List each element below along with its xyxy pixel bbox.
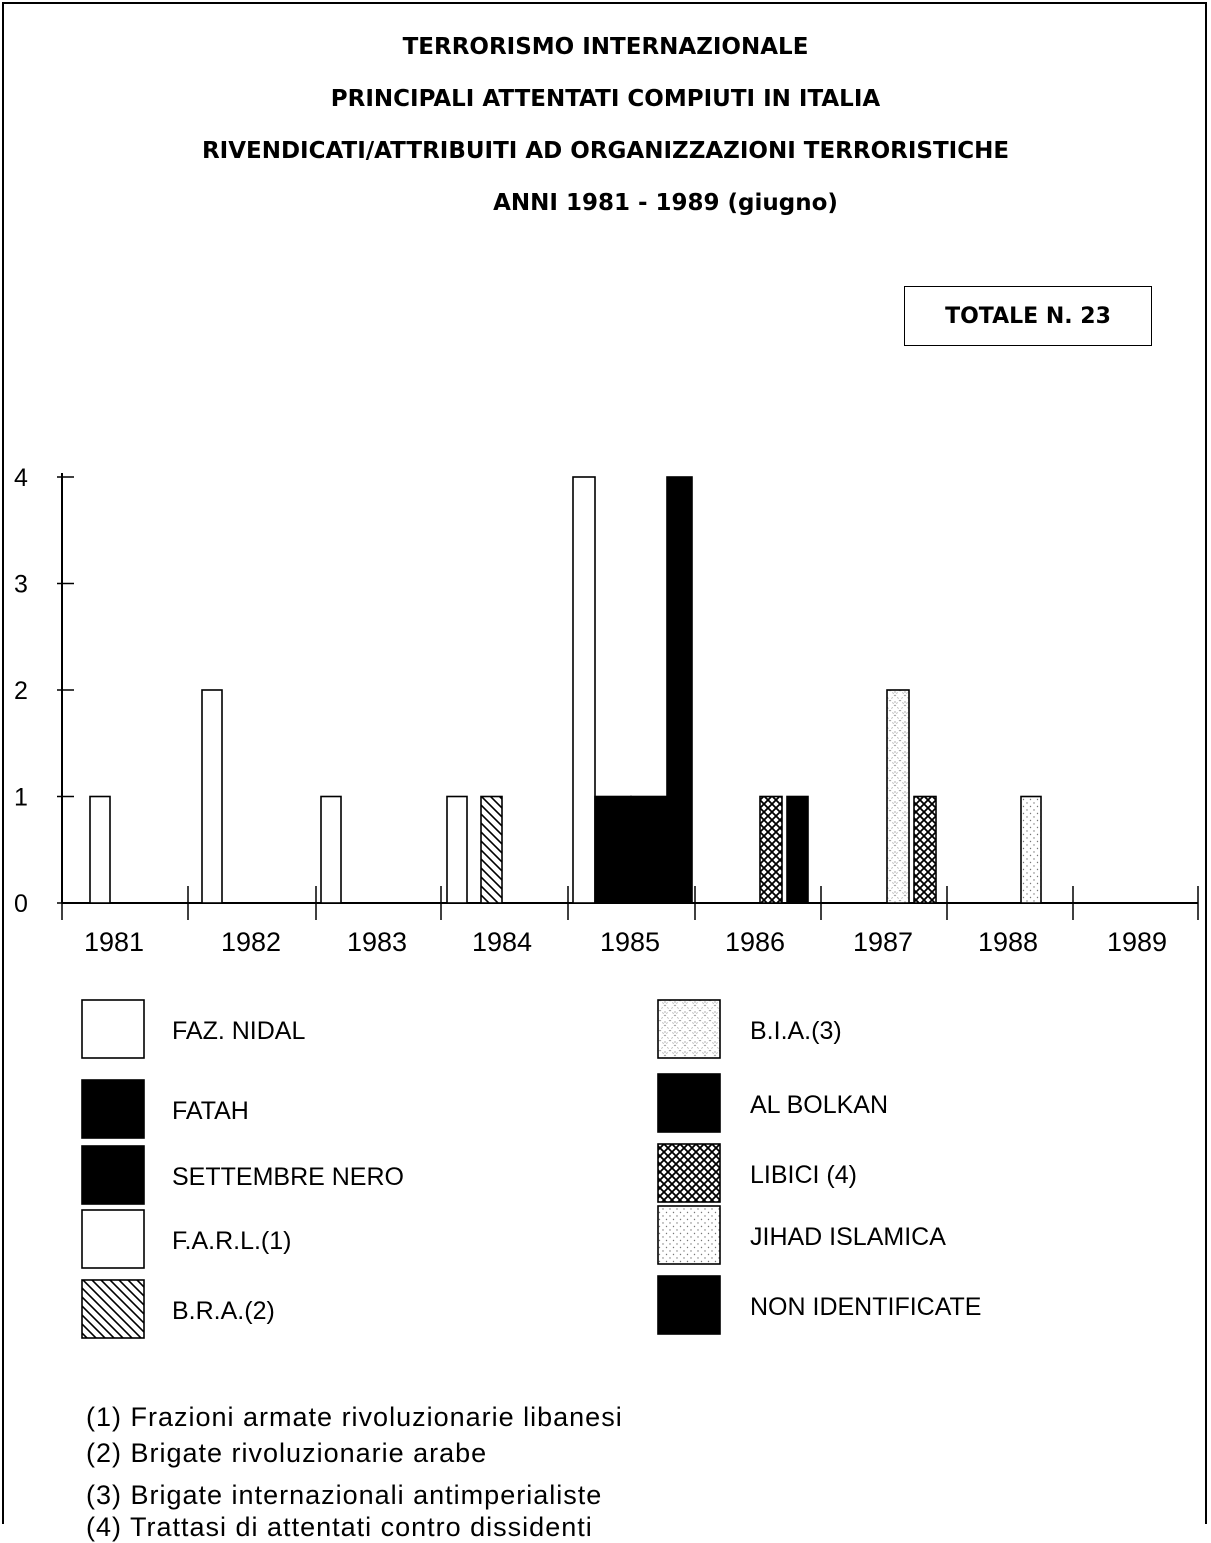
legend-item-settembre-nero: SETTEMBRE NERO xyxy=(82,1146,404,1204)
legend-item-non-identificate: NON IDENTIFICATE xyxy=(658,1276,981,1334)
legend-item-libici-4: LIBICI (4) xyxy=(658,1144,857,1202)
bar-b-r-a-2-1984 xyxy=(481,797,502,904)
x-tick-label-1989: 1989 xyxy=(1107,927,1167,957)
bar-f-a-r-l-1-1981 xyxy=(90,797,110,904)
legend-swatch-fatah xyxy=(82,1080,144,1138)
legend-swatch-libici-4 xyxy=(658,1144,720,1202)
x-tick-label-1987: 1987 xyxy=(853,927,913,957)
legend-swatch-jihad-islamica xyxy=(658,1206,720,1264)
legend-item-b-r-a-2: B.R.A.(2) xyxy=(82,1280,275,1338)
bar-jihad-islamica-1988 xyxy=(1021,797,1041,904)
bar-non-identificate-1985 xyxy=(667,477,692,903)
legend-swatch-b-r-a-2 xyxy=(82,1280,144,1338)
legend-label-non-identificate: NON IDENTIFICATE xyxy=(750,1293,981,1321)
legend-item-jihad-islamica: JIHAD ISLAMICA xyxy=(658,1206,946,1264)
legend-label-b-r-a-2: B.R.A.(2) xyxy=(172,1297,275,1325)
legend-item-f-a-r-l-1: F.A.R.L.(1) xyxy=(82,1210,291,1268)
legend-label-jihad-islamica: JIHAD ISLAMICA xyxy=(750,1223,946,1251)
legend-label-libici-4: LIBICI (4) xyxy=(750,1161,857,1189)
legend-label-faz-nidal: FAZ. NIDAL xyxy=(172,1017,305,1045)
legend-item-al-bolkan: AL BOLKAN xyxy=(658,1074,888,1132)
y-tick-label-4: 4 xyxy=(14,464,28,492)
x-tick-label-1984: 1984 xyxy=(472,927,532,957)
x-tick-label-1983: 1983 xyxy=(347,927,407,957)
legend-swatch-al-bolkan xyxy=(658,1074,720,1132)
footnote-2: (2) Brigate rivoluzionarie arabe xyxy=(86,1438,487,1469)
bar-f-a-r-l-1-1982 xyxy=(202,690,222,903)
bar-libici-4-1986 xyxy=(760,797,782,904)
legend-label-settembre-nero: SETTEMBRE NERO xyxy=(172,1163,404,1191)
footnote-4: (4) Trattasi di attentati contro disside… xyxy=(86,1512,593,1543)
x-tick-label-1982: 1982 xyxy=(221,927,281,957)
y-tick-label-1: 1 xyxy=(14,784,28,812)
legend-swatch-faz-nidal xyxy=(82,1000,144,1058)
bar-f-a-r-l-1-1984 xyxy=(447,797,467,904)
bar-faz-nidal-1985 xyxy=(573,477,595,903)
bar-libici-4-1987 xyxy=(914,797,936,904)
bar-f-a-r-l-1-1983 xyxy=(321,797,341,904)
x-tick-label-1986: 1986 xyxy=(725,927,785,957)
legend-swatch-non-identificate xyxy=(658,1276,720,1334)
legend-label-fatah: FATAH xyxy=(172,1097,249,1125)
x-tick-label-1981: 1981 xyxy=(84,927,144,957)
x-tick-label-1985: 1985 xyxy=(600,927,660,957)
footnote-3: (3) Brigate internazionali antimperialis… xyxy=(86,1480,602,1511)
y-tick-label-0: 0 xyxy=(14,890,28,918)
bar-b-i-a-3-1987 xyxy=(887,690,909,903)
legend-swatch-f-a-r-l-1 xyxy=(82,1210,144,1268)
x-tick-label-1988: 1988 xyxy=(978,927,1038,957)
legend-item-b-i-a-3: B.I.A.(3) xyxy=(658,1000,842,1058)
legend-item-fatah: FATAH xyxy=(82,1080,249,1138)
bar-settembre-nero-1985 xyxy=(631,797,667,904)
bar-al-bolkan-1986 xyxy=(787,797,808,904)
legend-swatch-b-i-a-3 xyxy=(658,1000,720,1058)
legend-label-b-i-a-3: B.I.A.(3) xyxy=(750,1017,842,1045)
legend-label-al-bolkan: AL BOLKAN xyxy=(750,1091,888,1119)
bar-fatah-1985 xyxy=(595,797,631,904)
legend-label-f-a-r-l-1: F.A.R.L.(1) xyxy=(172,1227,291,1255)
footnote-1: (1) Frazioni armate rivoluzionarie liban… xyxy=(86,1402,623,1433)
y-tick-label-3: 3 xyxy=(14,571,28,599)
y-tick-label-2: 2 xyxy=(14,677,28,705)
legend-item-faz-nidal: FAZ. NIDAL xyxy=(82,1000,305,1058)
legend-swatch-settembre-nero xyxy=(82,1146,144,1204)
